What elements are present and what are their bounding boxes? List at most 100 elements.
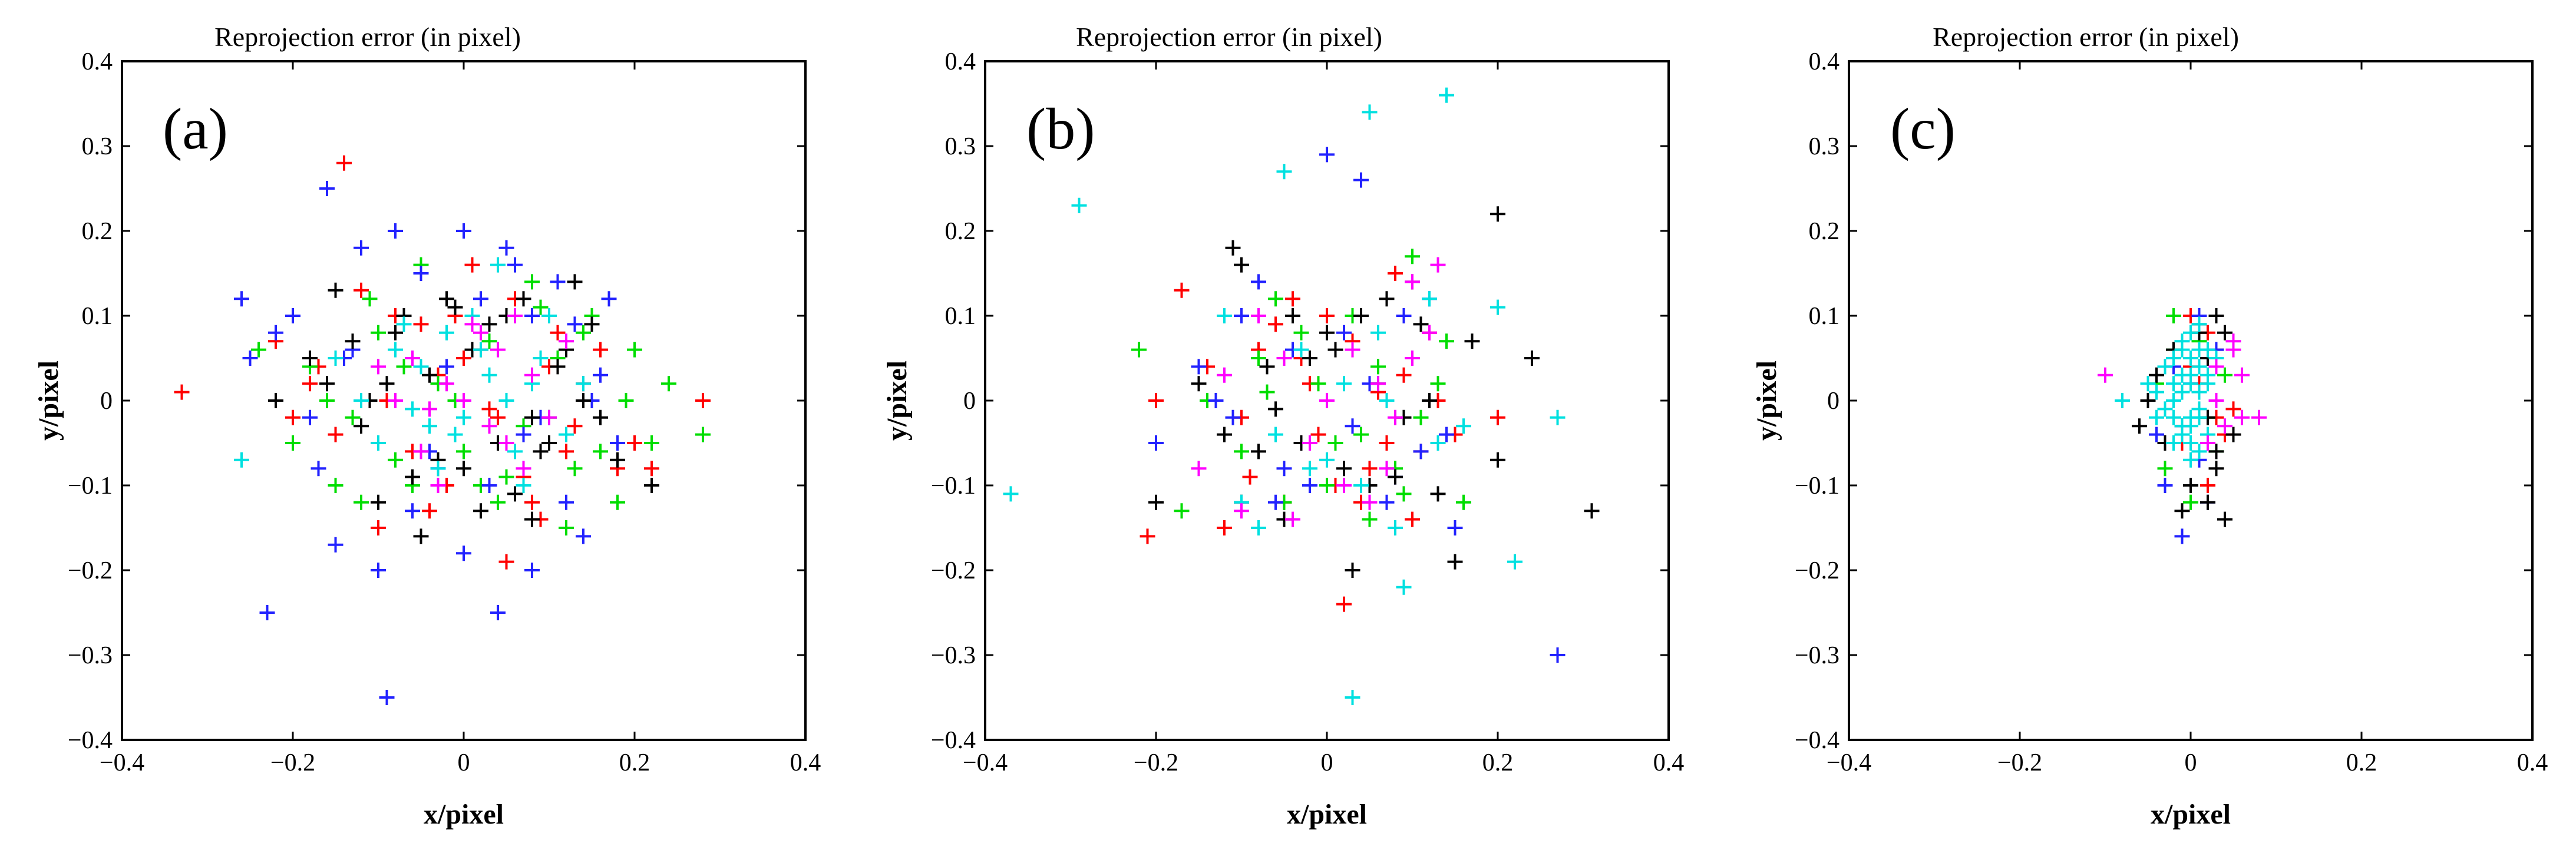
- data-point-magenta: [1191, 461, 1207, 477]
- data-point-black: [1379, 291, 1395, 307]
- y-tick-label: −0.4: [68, 727, 113, 754]
- data-point-blue: [439, 359, 454, 375]
- data-point-cyan: [430, 461, 446, 477]
- data-point-green: [1430, 376, 1446, 392]
- data-point-green: [1131, 342, 1147, 358]
- y-tick-label: −0.1: [1795, 472, 1839, 500]
- data-point-black: [1285, 308, 1300, 323]
- data-point-cyan: [507, 444, 523, 459]
- data-point-magenta: [2234, 367, 2250, 383]
- data-point-black: [1447, 554, 1463, 570]
- x-tick-label: 0.4: [2517, 749, 2548, 776]
- x-tick-label: 0: [2185, 749, 2197, 776]
- data-point-cyan: [2191, 444, 2207, 459]
- data-point-cyan: [396, 316, 412, 332]
- data-point-black: [1148, 494, 1164, 510]
- data-point-black: [610, 452, 625, 468]
- data-point-green: [490, 494, 506, 510]
- data-point-red: [336, 155, 352, 171]
- plot-frame: [1848, 60, 2534, 741]
- data-point-green: [1456, 494, 1471, 510]
- data-point-blue: [601, 291, 617, 307]
- y-tick-label: −0.2: [1795, 557, 1839, 584]
- data-point-magenta: [2225, 333, 2241, 349]
- data-point-red: [695, 393, 711, 408]
- data-point-green: [396, 359, 412, 375]
- data-point-blue: [1550, 647, 1566, 663]
- data-point-magenta: [1388, 409, 1403, 425]
- x-ticks: −0.4 −0.2 0 0.2 0.4: [100, 61, 821, 776]
- data-point-red: [1362, 461, 1378, 477]
- data-point-black: [584, 316, 600, 332]
- data-point-cyan: [422, 418, 437, 434]
- data-point-green: [362, 291, 378, 307]
- data-point-green: [1370, 359, 1386, 375]
- data-point-magenta: [2251, 409, 2267, 425]
- data-point-black: [1259, 359, 1275, 375]
- data-point-black: [2174, 503, 2190, 519]
- data-point-green: [1353, 426, 1369, 442]
- x-tick-label: 0: [1321, 749, 1333, 776]
- data-point-cyan: [1251, 520, 1266, 535]
- data-point-cyan: [2183, 325, 2198, 340]
- data-point-black: [1490, 452, 1505, 468]
- data-point-black: [1327, 342, 1343, 358]
- data-point-red: [524, 494, 540, 510]
- data-point-black: [1524, 351, 1540, 366]
- y-tick-label: 0.1: [945, 303, 976, 330]
- data-point-cyan: [559, 426, 574, 442]
- x-tick-label: 0.4: [1653, 749, 1685, 776]
- data-point-black: [413, 528, 429, 544]
- data-point-red: [1268, 316, 1283, 332]
- data-point-green: [559, 520, 574, 535]
- data-point-cyan: [2183, 351, 2198, 366]
- data-point-cyan: [1345, 690, 1360, 705]
- data-point-magenta: [1319, 393, 1335, 408]
- data-point-red: [1310, 426, 1326, 442]
- data-point-magenta: [2217, 418, 2232, 434]
- data-point-magenta: [516, 461, 531, 477]
- data-point-magenta: [371, 359, 386, 375]
- data-point-black: [371, 494, 386, 510]
- data-point-magenta: [2208, 393, 2224, 408]
- y-tick-label: 0.2: [1809, 218, 1840, 245]
- y-axis-label: y/pixel: [33, 361, 64, 441]
- data-point-cyan: [2174, 426, 2190, 442]
- data-point-green: [627, 342, 642, 358]
- data-point-magenta: [1234, 503, 1249, 519]
- panel-b: Reprojection error (in pixel) (b) x/pixe…: [881, 22, 1684, 830]
- data-point-black: [328, 282, 344, 298]
- data-point-green: [1310, 376, 1326, 392]
- data-point-red: [464, 257, 480, 273]
- panel-c: Reprojection error (in pixel) (c) x/pixe…: [1751, 22, 2548, 830]
- data-point-blue: [285, 308, 300, 323]
- data-point-blue: [524, 308, 540, 323]
- data-point-cyan: [1396, 579, 1412, 595]
- data-point-cyan: [2200, 342, 2215, 358]
- data-point-blue: [1225, 409, 1241, 425]
- data-point-cyan: [447, 426, 463, 442]
- data-point-blue: [593, 367, 608, 383]
- data-point-cyan: [2200, 367, 2215, 383]
- data-point-green: [618, 393, 634, 408]
- data-point-green: [1268, 291, 1283, 307]
- y-tick-label: −0.3: [1795, 642, 1839, 669]
- y-axis-label: y/pixel: [881, 361, 913, 441]
- data-point-black: [1191, 376, 1207, 392]
- y-tick-label: 0.3: [82, 133, 113, 160]
- data-point-green: [1413, 409, 1429, 425]
- data-point-magenta: [1336, 478, 1352, 493]
- data-point-green: [371, 325, 386, 340]
- data-point-magenta: [507, 308, 523, 323]
- data-point-cyan: [498, 393, 514, 408]
- data-point-red: [550, 325, 566, 340]
- data-point-black: [2200, 494, 2215, 510]
- data-point-magenta: [1430, 257, 1446, 273]
- data-point-blue: [1336, 325, 1352, 340]
- data-point-cyan: [1319, 452, 1335, 468]
- data-point-cyan: [234, 452, 249, 468]
- data-point-blue: [388, 223, 403, 239]
- data-point-black: [456, 461, 471, 477]
- data-point-cyan: [2166, 435, 2181, 451]
- data-point-blue: [1447, 520, 1463, 535]
